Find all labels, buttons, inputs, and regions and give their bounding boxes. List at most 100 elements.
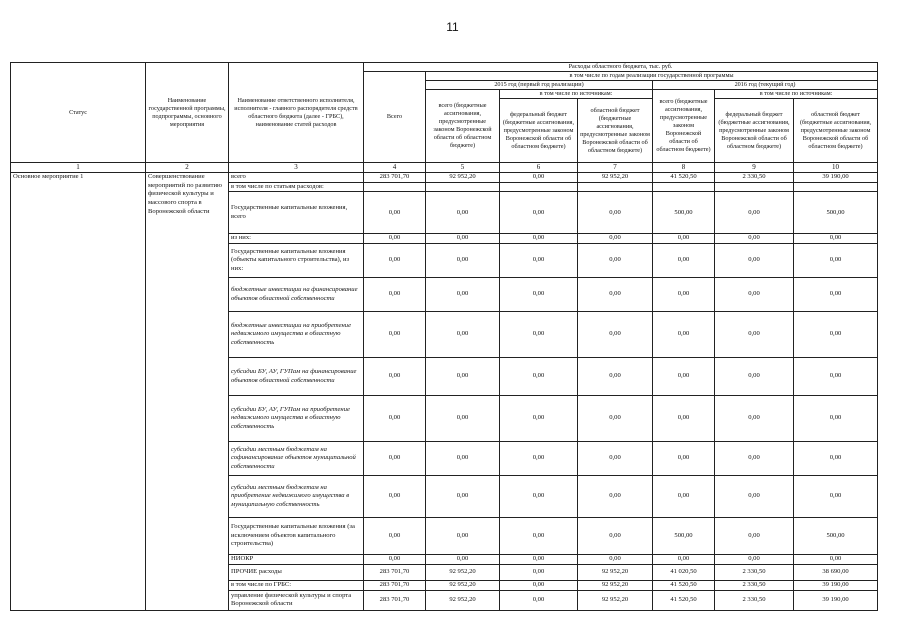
column-number: 10 — [792, 162, 879, 174]
value-cell: 92 952,20 — [577, 563, 653, 581]
value-cell: 0,00 — [652, 441, 715, 477]
program-cell: Совершенствование мероприятий по развити… — [145, 172, 229, 611]
value-cell: 0,00 — [499, 589, 578, 611]
value-cell: 0,00 — [363, 311, 426, 359]
value-cell: 92 952,20 — [425, 589, 500, 611]
value-cell: 283 701,70 — [363, 579, 426, 591]
expense-item-label: в том числе по статьям расходов: — [228, 181, 364, 193]
expense-item-label: субсидии местным бюджетам на приобретени… — [228, 475, 364, 519]
value-cell: 0,00 — [499, 563, 578, 581]
value-cell — [792, 181, 879, 193]
value-cell: 500,00 — [652, 517, 715, 556]
value-cell: 41 520,50 — [652, 589, 715, 611]
value-cell: 0,00 — [792, 395, 879, 443]
expense-item-label: субсидии БУ, АУ, ГУПам на приобретение н… — [228, 395, 364, 443]
value-cell: 0,00 — [652, 243, 715, 279]
table-row: в том числе по ГРБС: 283 701,70 92 952,20 0… — [11, 579, 879, 591]
header-total: Всего — [363, 71, 426, 164]
table-row: субсидии местным бюджетам на софинансиро… — [11, 441, 879, 477]
value-cell: 0,00 — [577, 191, 653, 235]
value-cell: 39 190,00 — [792, 172, 879, 183]
value-cell: 0,00 — [652, 357, 715, 397]
table-row: управление физической культуры и спорта … — [11, 589, 879, 611]
value-cell: 0,00 — [714, 517, 794, 556]
value-cell: 0,00 — [792, 233, 879, 245]
header-2016-federal: федеральный бюджет (бюджетные ассигнован… — [714, 98, 794, 164]
expense-item-label: Государственные капитальные вложения (за… — [228, 517, 364, 556]
value-cell — [714, 181, 794, 193]
value-cell: 0,00 — [792, 475, 879, 519]
value-cell: 0,00 — [363, 475, 426, 519]
value-cell: 0,00 — [425, 475, 500, 519]
column-number: 3 — [228, 162, 364, 174]
value-cell: 38 690,00 — [792, 563, 879, 581]
value-cell: 0,00 — [425, 357, 500, 397]
table-row: бюджетные инвестиции на финансирование о… — [11, 277, 879, 313]
header-year-2015: 2015 год (первый год реализации) — [425, 80, 653, 91]
value-cell: 0,00 — [577, 277, 653, 313]
budget-table: Статус Наименование государственной прог… — [10, 61, 879, 611]
value-cell: 0,00 — [499, 277, 578, 313]
table-row: Государственные капитальные вложения (об… — [11, 243, 879, 279]
value-cell: 39 190,00 — [792, 579, 879, 591]
table-row: субсидии БУ, АУ, ГУПам на приобретение н… — [11, 395, 879, 443]
value-cell: 0,00 — [577, 441, 653, 477]
column-numbers-row: 1 2 3 4 5 6 7 8 9 10 — [10, 162, 879, 174]
value-cell: 39 190,00 — [792, 589, 879, 611]
header-year-2016: 2016 год (текущий год) — [651, 80, 879, 91]
expense-item-label: ПРОЧИЕ расходы — [228, 563, 364, 581]
value-cell: 92 952,20 — [425, 172, 500, 183]
column-number: 4 — [363, 162, 426, 174]
expense-item-label: управление физической культуры и спорта … — [228, 589, 364, 611]
value-cell: 500,00 — [652, 191, 715, 235]
value-cell: 0,00 — [577, 243, 653, 279]
header-2016-total: всего (бюджетные ассигнования, предусмот… — [652, 89, 715, 164]
value-cell: 0,00 — [499, 554, 578, 565]
value-cell: 0,00 — [499, 233, 578, 245]
value-cell: 0,00 — [792, 311, 879, 359]
value-cell: 2 330,50 — [714, 589, 794, 611]
value-cell: 0,00 — [499, 172, 578, 183]
value-cell: 0,00 — [652, 233, 715, 245]
header-2015-total: всего (бюджетные ассигнования, предусмот… — [425, 89, 500, 164]
value-cell: 0,00 — [363, 277, 426, 313]
value-cell: 92 952,20 — [577, 579, 653, 591]
header-2015-by-sources: в том числе по источникам: — [499, 89, 653, 100]
expense-item-label: НИОКР — [228, 554, 364, 565]
value-cell: 0,00 — [499, 475, 578, 519]
value-cell: 0,00 — [499, 191, 578, 235]
value-cell: 500,00 — [792, 517, 879, 556]
value-cell — [652, 181, 715, 193]
value-cell: 92 952,20 — [577, 589, 653, 611]
value-cell: 2 330,50 — [714, 172, 794, 183]
value-cell: 283 701,70 — [363, 172, 426, 183]
header-expenses-title: Расходы областного бюджета, тыс. руб. — [362, 61, 879, 73]
value-cell: 0,00 — [425, 395, 500, 443]
value-cell: 0,00 — [652, 554, 715, 565]
expense-item-label: субсидии БУ, АУ, ГУПам на финансирование… — [228, 357, 364, 397]
value-cell: 0,00 — [714, 191, 794, 235]
value-cell: 2 330,50 — [714, 563, 794, 581]
header-program-name: Наименование государственной программы, … — [145, 61, 229, 164]
header-2015-federal: федеральный бюджет (бюджетные ассигнован… — [499, 98, 578, 164]
column-number: 6 — [499, 162, 578, 174]
header-2016-regional: областной бюджет (бюджетные ассигнования… — [792, 98, 879, 164]
value-cell: 0,00 — [363, 395, 426, 443]
expense-item-label: субсидии местным бюджетам на софинансиро… — [228, 441, 364, 477]
value-cell: 0,00 — [363, 191, 426, 235]
value-cell — [499, 181, 578, 193]
value-cell: 0,00 — [425, 517, 500, 556]
value-cell: 0,00 — [363, 243, 426, 279]
column-number: 8 — [652, 162, 715, 174]
value-cell — [363, 181, 426, 193]
value-cell: 0,00 — [577, 395, 653, 443]
value-cell: 0,00 — [425, 311, 500, 359]
page-number: 11 — [446, 20, 459, 34]
expense-item-label: из них: — [228, 233, 364, 245]
value-cell: 0,00 — [714, 233, 794, 245]
table-row: Государственные капитальные вложения, вс… — [11, 191, 879, 235]
expense-item-label: бюджетные инвестиции на приобретение нед… — [228, 311, 364, 359]
value-cell: 0,00 — [714, 441, 794, 477]
value-cell: 2 330,50 — [714, 579, 794, 591]
value-cell: 0,00 — [792, 441, 879, 477]
